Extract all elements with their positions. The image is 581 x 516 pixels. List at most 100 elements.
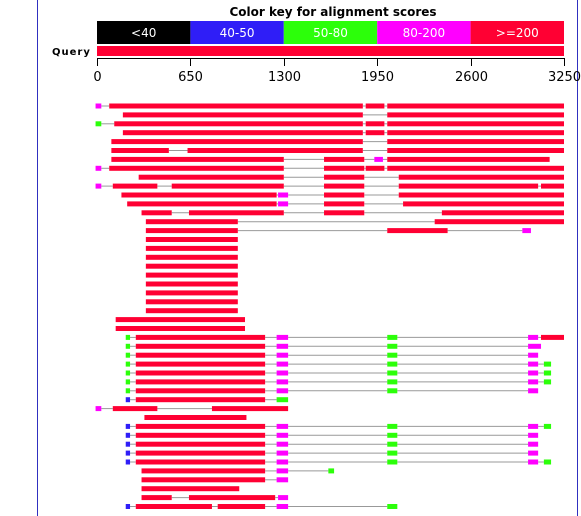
hit-segment[interactable]	[135, 334, 266, 340]
hit-segment[interactable]	[125, 459, 131, 465]
hit-segment[interactable]	[324, 165, 365, 171]
hit-segment[interactable]	[125, 423, 131, 429]
hit-segment[interactable]	[125, 397, 131, 403]
hit-segment[interactable]	[528, 343, 542, 349]
hit-segment[interactable]	[324, 174, 365, 180]
hit-segment[interactable]	[125, 379, 131, 385]
hit-segment[interactable]	[145, 237, 238, 242]
hit-segment[interactable]	[387, 334, 398, 340]
hit-segment[interactable]	[387, 156, 550, 162]
hit-segment[interactable]	[121, 192, 277, 198]
hit-segment[interactable]	[387, 112, 564, 118]
hit-segment[interactable]	[141, 468, 266, 474]
hit-segment[interactable]	[125, 441, 131, 447]
hit-segment[interactable]	[135, 459, 266, 465]
hit-segment[interactable]	[387, 370, 398, 376]
hit-segment[interactable]	[125, 370, 131, 376]
hit-segment[interactable]	[135, 370, 266, 376]
hit-segment[interactable]	[127, 201, 277, 207]
hit-segment[interactable]	[528, 361, 539, 367]
hit-segment[interactable]	[95, 103, 102, 109]
hit-segment[interactable]	[528, 379, 539, 385]
hit-segment[interactable]	[114, 121, 363, 127]
hit-segment[interactable]	[115, 326, 246, 331]
hit-segment[interactable]	[95, 165, 102, 171]
hit-segment[interactable]	[541, 183, 564, 189]
hit-segment[interactable]	[441, 210, 564, 216]
hit-segment[interactable]	[145, 219, 238, 225]
hit-segment[interactable]	[141, 210, 172, 216]
hit-segment[interactable]	[145, 263, 238, 269]
hit-segment[interactable]	[276, 504, 289, 509]
hit-segment[interactable]	[125, 388, 131, 394]
hit-segment[interactable]	[95, 406, 102, 412]
hit-segment[interactable]	[135, 361, 266, 367]
hit-segment[interactable]	[276, 468, 289, 474]
hit-segment[interactable]	[276, 388, 289, 394]
hit-segment[interactable]	[276, 441, 289, 447]
hit-segment[interactable]	[211, 406, 289, 412]
hit-segment[interactable]	[403, 201, 564, 207]
hit-segment[interactable]	[528, 441, 539, 447]
hit-segment[interactable]	[278, 495, 289, 501]
hit-segment[interactable]	[145, 245, 238, 251]
hit-segment[interactable]	[365, 165, 385, 171]
hit-segment[interactable]	[324, 156, 365, 162]
hit-segment[interactable]	[543, 379, 552, 385]
hit-segment[interactable]	[528, 423, 539, 429]
hit-segment[interactable]	[109, 165, 284, 171]
hit-segment[interactable]	[125, 450, 131, 456]
hit-segment[interactable]	[111, 156, 284, 162]
hit-segment[interactable]	[528, 459, 539, 465]
hit-segment[interactable]	[125, 432, 131, 438]
hit-segment[interactable]	[135, 397, 266, 403]
hit-segment[interactable]	[387, 121, 564, 127]
hit-segment[interactable]	[115, 317, 246, 323]
hit-segment[interactable]	[387, 343, 398, 349]
hit-segment[interactable]	[387, 441, 398, 447]
hit-segment[interactable]	[387, 103, 564, 109]
hit-segment[interactable]	[528, 450, 539, 456]
hit-segment[interactable]	[125, 334, 131, 340]
hit-segment[interactable]	[135, 388, 266, 394]
hit-segment[interactable]	[541, 334, 564, 340]
hit-segment[interactable]	[278, 192, 289, 198]
hit-segment[interactable]	[276, 361, 289, 367]
hit-segment[interactable]	[135, 423, 266, 429]
hit-segment[interactable]	[125, 352, 131, 358]
hit-segment[interactable]	[145, 254, 238, 260]
hit-segment[interactable]	[522, 228, 531, 234]
hit-segment[interactable]	[112, 406, 158, 412]
hit-segment[interactable]	[135, 504, 212, 509]
hit-segment[interactable]	[278, 201, 289, 207]
hit-segment[interactable]	[387, 130, 564, 136]
hit-segment[interactable]	[387, 423, 398, 429]
hit-segment[interactable]	[111, 148, 169, 153]
hit-segment[interactable]	[135, 432, 266, 438]
hit-segment[interactable]	[276, 423, 289, 429]
hit-segment[interactable]	[387, 504, 398, 509]
hit-segment[interactable]	[387, 379, 398, 385]
hit-segment[interactable]	[135, 450, 266, 456]
hit-segment[interactable]	[276, 370, 289, 376]
hit-segment[interactable]	[145, 308, 238, 314]
hit-segment[interactable]	[188, 210, 284, 216]
hit-segment[interactable]	[324, 183, 365, 189]
hit-segment[interactable]	[528, 334, 539, 340]
hit-segment[interactable]	[276, 379, 289, 385]
hit-segment[interactable]	[109, 103, 363, 109]
hit-segment[interactable]	[434, 219, 564, 225]
hit-segment[interactable]	[145, 228, 238, 234]
hit-segment[interactable]	[528, 352, 539, 358]
hit-segment[interactable]	[145, 272, 238, 278]
hit-segment[interactable]	[276, 432, 289, 438]
hit-segment[interactable]	[387, 165, 564, 171]
hit-segment[interactable]	[543, 370, 552, 376]
hit-segment[interactable]	[145, 281, 238, 287]
hit-segment[interactable]	[528, 370, 539, 376]
hit-segment[interactable]	[276, 352, 289, 358]
hit-segment[interactable]	[387, 450, 398, 456]
hit-segment[interactable]	[528, 432, 539, 438]
hit-segment[interactable]	[138, 174, 284, 180]
hit-segment[interactable]	[188, 495, 276, 501]
